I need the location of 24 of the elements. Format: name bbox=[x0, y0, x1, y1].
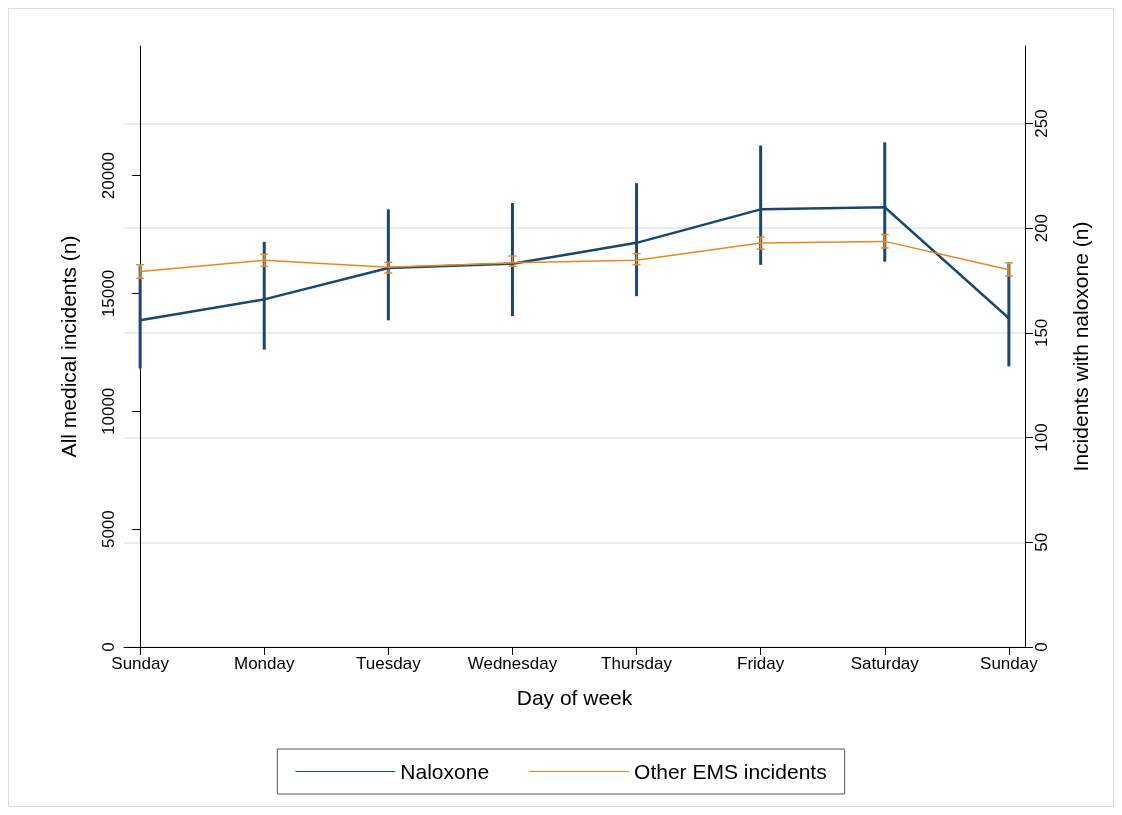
legend-label: Other EMS incidents bbox=[634, 760, 827, 783]
x-tick-label: Wednesday bbox=[467, 654, 558, 673]
legend-label: Naloxone bbox=[400, 760, 490, 783]
y-tick-label: 10000 bbox=[98, 387, 118, 435]
y-tick-label: 20000 bbox=[98, 151, 118, 200]
x-tick-label: Sunday bbox=[980, 654, 1039, 673]
y-tick-label: 15000 bbox=[98, 269, 118, 318]
y-axis-title: All medical incidents (n) bbox=[57, 235, 80, 458]
y2-tick-label: 200 bbox=[1031, 214, 1051, 243]
x-tick-label: Monday bbox=[234, 654, 295, 673]
x-tick-label: Thursday bbox=[601, 654, 673, 673]
x-tick-label: Tuesday bbox=[356, 654, 422, 673]
y2-tick-label: 0 bbox=[1031, 642, 1051, 652]
x-tick-label: Friday bbox=[737, 654, 785, 673]
y-tick-label: 5000 bbox=[98, 510, 118, 549]
y2-tick-label: 250 bbox=[1031, 109, 1051, 138]
x-tick-label: Sunday bbox=[111, 654, 170, 673]
x-tick-label: Saturday bbox=[850, 654, 920, 673]
y2-tick-label: 50 bbox=[1031, 532, 1051, 552]
y2-tick-label: 150 bbox=[1031, 318, 1051, 348]
x-axis-title: Day of week bbox=[516, 686, 633, 709]
y2-axis-title: Incidents with naloxone (n) bbox=[1069, 221, 1092, 472]
y-tick-label: 0 bbox=[98, 642, 118, 652]
y2-tick-label: 100 bbox=[1031, 423, 1051, 452]
